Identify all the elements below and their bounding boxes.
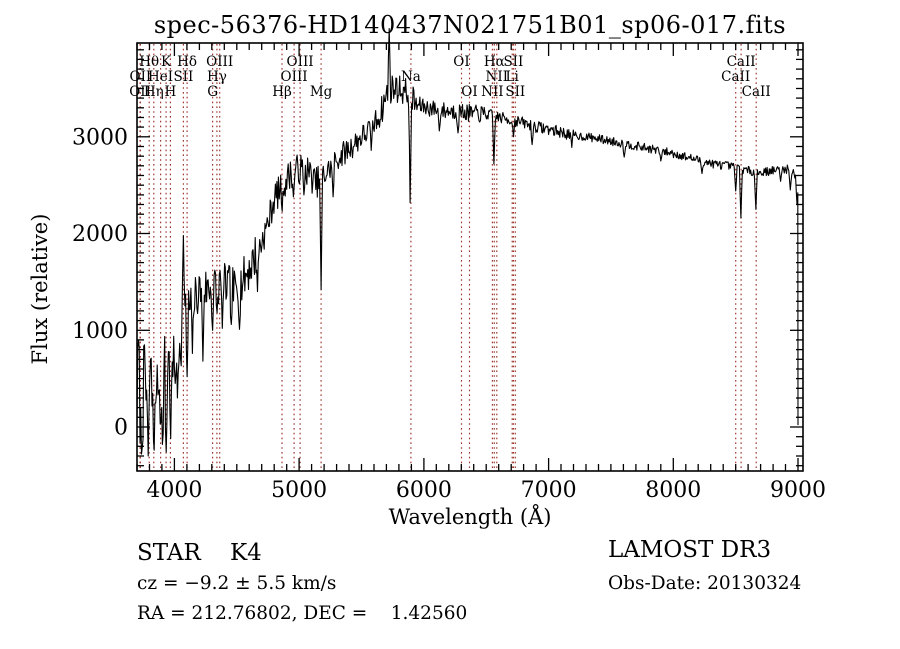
spectral-line-label: H [165, 84, 177, 100]
spectral-line-label: HeI [148, 69, 173, 85]
spectral-line-label: CaII [742, 84, 771, 100]
spectral-line-label: CaII [727, 54, 756, 70]
spectral-line-label: Hδ [177, 54, 197, 70]
spectral-line-label: Hθ [139, 54, 159, 70]
y-tick-label: 3000 [72, 125, 128, 150]
spectral-line-label: CaII [721, 69, 750, 85]
x-tick-label: 9000 [770, 478, 826, 503]
x-tick-label: 4000 [146, 478, 202, 503]
spectral-line-label: SII [503, 54, 523, 70]
spectral-line-label: NII [481, 84, 503, 100]
x-tick-label: 8000 [645, 478, 701, 503]
spectral-line-label: G [207, 84, 218, 100]
spectral-line-label: Li [506, 69, 520, 85]
obsdate-label: Obs-Date: 20130324 [608, 573, 801, 594]
spectral-line-label: OII [129, 84, 151, 100]
spectral-line-label: Hα [484, 54, 505, 70]
spectral-line-label: NII [486, 69, 508, 85]
survey-label: LAMOST DR3 [608, 537, 771, 563]
x-tick-label: 7000 [521, 478, 577, 503]
spectral-line-label: OIII [206, 54, 233, 70]
spectral-line-label: OI [461, 84, 477, 100]
spectral-line-label: Na [401, 69, 421, 85]
radec-label: RA = 212.76802, DEC = 1.42560 [137, 603, 467, 624]
spectrum-trace [136, 27, 799, 457]
x-axis-label: Wavelength (Å) [389, 504, 552, 529]
y-axis-label: Flux (relative) [28, 214, 52, 365]
spectral-line-label: OI [453, 54, 469, 70]
spectral-line-label: SII [505, 84, 525, 100]
x-tick-label: 5000 [271, 478, 327, 503]
spectral-line-label: OIII [287, 54, 314, 70]
plot-title: spec-56376-HD140437N021751B01_sp06-017.f… [154, 11, 786, 39]
spectral-line-label: SII [173, 69, 193, 85]
y-tick-label: 2000 [72, 222, 128, 247]
y-tick-label: 0 [114, 416, 128, 441]
spectral-line-label: Hγ [207, 69, 227, 85]
cz-label: cz = −9.2 ± 5.5 km/s [137, 573, 336, 594]
class-label: STAR [137, 540, 201, 566]
spectral-line-label: K [161, 54, 172, 70]
y-tick-label: 1000 [72, 319, 128, 344]
x-tick-label: 6000 [396, 478, 452, 503]
spectral-line-label: Hη [144, 84, 164, 100]
spectral-line-label: OII [130, 69, 152, 85]
axis-tick-labels: 4000 5000 6000 7000 8000 9000 0 1000 2000 3000 [72, 125, 826, 503]
spectral-line-label: Mg [310, 84, 333, 100]
spectral-line-label: Hβ [272, 84, 292, 100]
plot-box [136, 42, 804, 472]
subclass-label: K4 [230, 540, 262, 566]
spectral-line-label: OIII [281, 69, 308, 85]
